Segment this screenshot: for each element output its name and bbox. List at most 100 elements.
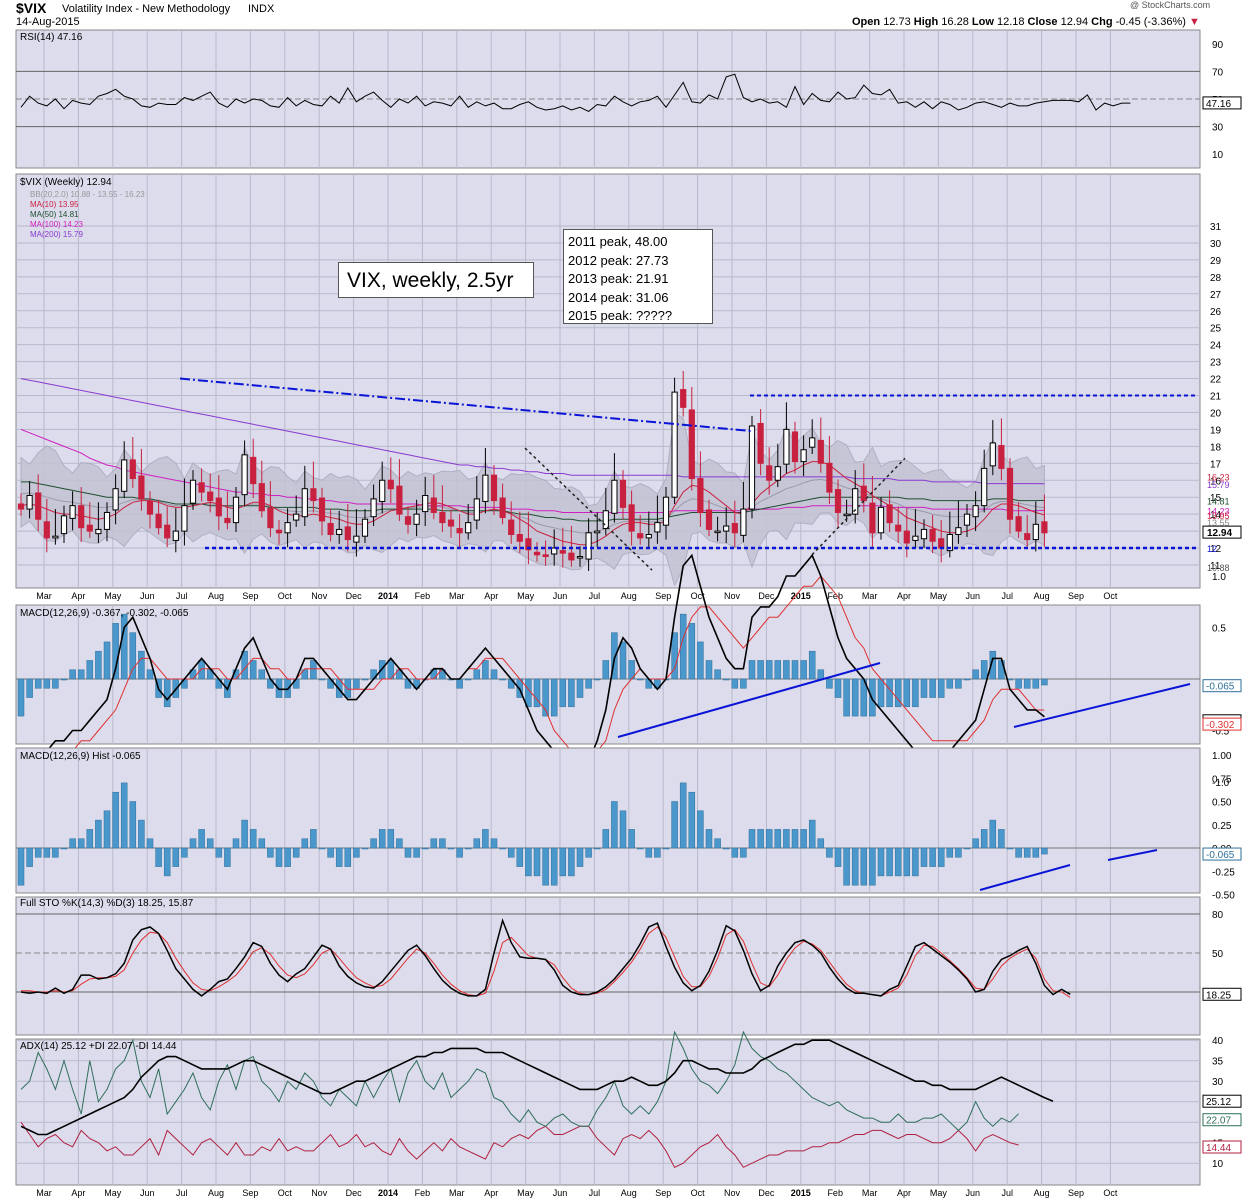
hist-bar <box>249 829 257 849</box>
stochastics-panel <box>15 896 1201 1036</box>
price-legend-item: MA(100) 14.23 <box>30 220 83 229</box>
month-label: Jun <box>966 591 981 601</box>
hist-bar <box>396 838 403 849</box>
candle-body <box>430 497 437 513</box>
rsi-tick-label: 90 <box>1212 40 1224 51</box>
hist-bar <box>731 847 739 858</box>
candle-body <box>611 479 618 514</box>
candle-body <box>637 533 644 539</box>
candle-body <box>834 489 842 513</box>
candle-body <box>284 522 291 534</box>
hist-bar <box>662 847 670 850</box>
macd-hist-bar <box>886 678 893 708</box>
hist-bar <box>568 847 575 877</box>
macd-hist-bar <box>980 660 988 680</box>
macd-hist-bar <box>826 678 833 689</box>
candle-body <box>1015 516 1022 532</box>
bottom-month-label: 2015 <box>791 1188 811 1198</box>
candle-body <box>533 551 541 556</box>
macd-signal-value-box <box>1202 717 1242 731</box>
candle-body <box>963 513 971 526</box>
candle-body <box>912 535 919 541</box>
hist-bar <box>791 829 799 849</box>
sto-k-line <box>20 918 1071 997</box>
macd-hist-bar <box>1015 678 1022 689</box>
price-legend-item: MA(10) 13.95 <box>30 200 79 209</box>
macd-hist-bar <box>559 678 567 708</box>
bottom-month-label: Oct <box>278 1188 293 1198</box>
adx-line <box>20 1039 1054 1136</box>
macd-hist-bar <box>318 678 326 681</box>
index-name: Volatility Index - New Methodology <box>62 3 231 15</box>
candle-body <box>413 513 420 525</box>
macd-hist-bar <box>86 660 94 680</box>
hist-bar <box>499 847 506 850</box>
candle-body <box>207 491 214 502</box>
month-label: May <box>930 591 948 601</box>
bottom-month-label: Aug <box>1034 1188 1050 1198</box>
macd-hist-bar <box>464 678 472 681</box>
candle-body <box>43 521 50 539</box>
bottom-month-label: Dec <box>346 1188 363 1198</box>
macd-hist-bar <box>705 660 713 680</box>
month-label: Mar <box>36 591 52 601</box>
macd-hist-bar <box>103 641 111 680</box>
chg-value: -0.45 (-3.36%) <box>1115 16 1186 28</box>
macd-hist-bar <box>800 660 807 680</box>
hist-bar <box>69 838 76 849</box>
plus-di-value-box <box>1202 1113 1242 1127</box>
hist-bar <box>576 847 584 867</box>
bottom-month-label: Jun <box>140 1188 155 1198</box>
last-price-label: 12.94 <box>1207 528 1232 539</box>
candle-body <box>103 511 111 530</box>
hist-bar <box>817 838 825 849</box>
candle-body <box>946 533 953 552</box>
price-tick-label: 29 <box>1210 256 1222 267</box>
sto-k-value-box <box>1202 987 1242 1001</box>
hist-bar <box>430 838 438 849</box>
hist-bar <box>1023 847 1031 858</box>
candle-body <box>121 459 128 492</box>
price-tick-label: 31 <box>1210 222 1222 233</box>
macd-hist-bar <box>301 669 309 680</box>
hist-bar <box>542 847 549 886</box>
hist-tick-label: 0.50 <box>1212 798 1232 809</box>
macd-hist-bar <box>731 678 739 689</box>
title-annotation: VIX, weekly, 2.5yr <box>338 262 534 298</box>
hist-tick-label: 0.25 <box>1212 821 1232 832</box>
month-label: Dec <box>758 591 775 601</box>
macd-hist-bar <box>77 669 85 680</box>
hist-bar <box>886 847 893 877</box>
adx-value: 25.12 <box>1206 1097 1231 1108</box>
rsi-tick-label: 10 <box>1212 150 1224 161</box>
price-tick-label: 14 <box>1210 510 1222 521</box>
bottom-month-label: Nov <box>311 1188 328 1198</box>
hist-bar <box>705 829 713 849</box>
hist-bar <box>834 847 842 867</box>
hist-bar <box>826 847 833 858</box>
chart-date: 14-Aug-2015 <box>16 16 80 28</box>
hist-bar <box>129 801 137 849</box>
hist-bar <box>26 847 33 867</box>
month-label: Dec <box>346 591 363 601</box>
candle-body <box>705 509 713 530</box>
hist-last-value-box <box>1202 847 1242 861</box>
month-label: Aug <box>1034 591 1050 601</box>
macd-tick-label: 0.5 <box>1212 624 1226 635</box>
hist-bar <box>808 819 816 849</box>
hist-trendline <box>1107 849 1158 861</box>
minus-di-value-box <box>1202 1140 1242 1154</box>
hist-bar <box>585 847 592 858</box>
candle-body <box>697 478 704 513</box>
candle-body <box>619 479 627 508</box>
bottom-month-label: Jun <box>553 1188 568 1198</box>
rsi-tick-label: 70 <box>1212 67 1224 78</box>
hist-bar <box>593 847 601 850</box>
hist-bar <box>464 847 472 850</box>
macd-hist-bar <box>258 669 266 680</box>
hist-bar <box>757 829 764 849</box>
candle-body <box>327 522 334 535</box>
macd-tick-label: 1.0 <box>1212 572 1226 583</box>
hist-bar <box>507 847 515 858</box>
hist-bar <box>722 847 730 850</box>
